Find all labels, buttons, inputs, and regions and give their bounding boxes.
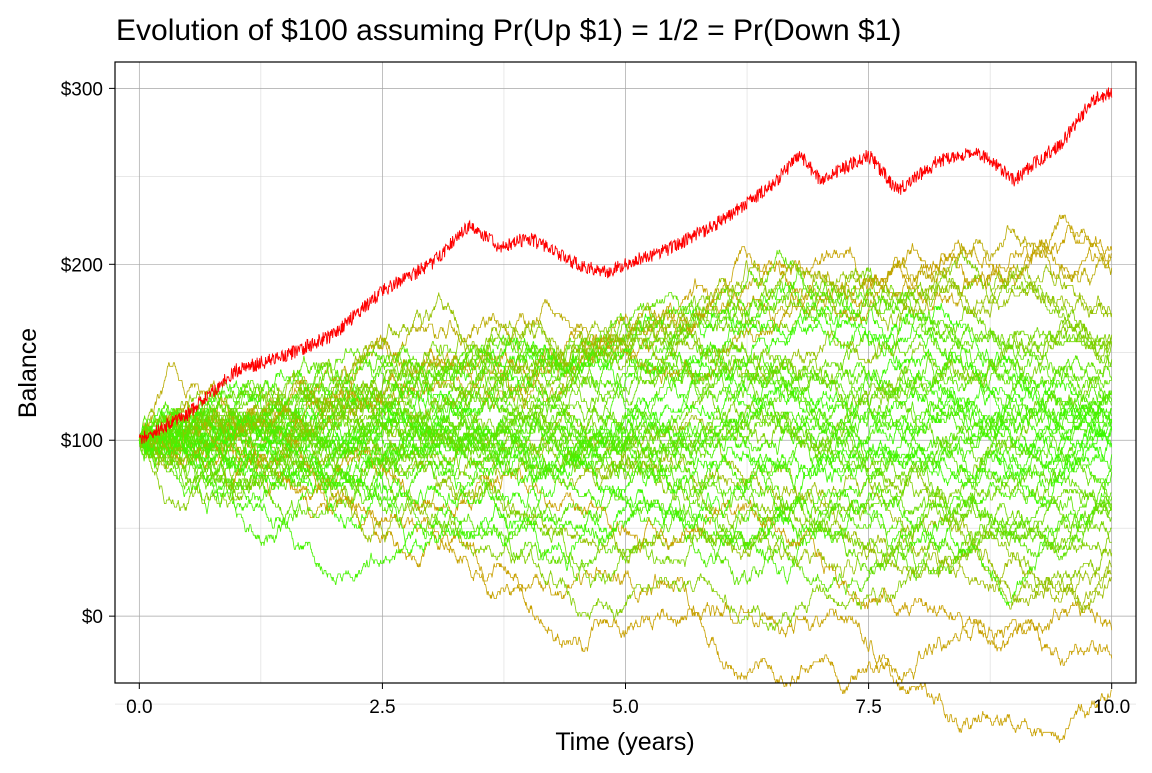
series-line (138, 383, 1112, 571)
series-line (138, 418, 1113, 497)
series-line (138, 401, 1112, 540)
series-line (138, 214, 1112, 445)
series-line (138, 317, 1113, 529)
series-line (139, 401, 1113, 508)
series-line (138, 355, 1113, 515)
y-axis-label: Balance (14, 328, 42, 418)
series-line (139, 344, 1112, 444)
y-tick-label: $300 (61, 79, 103, 100)
x-tick-label: 5.0 (612, 697, 638, 718)
x-tick-label: 2.5 (369, 697, 395, 718)
x-tick-label: 10.0 (1093, 697, 1130, 718)
series-line (138, 404, 1113, 508)
chart-title: Evolution of $100 assuming Pr(Up $1) = 1… (116, 14, 901, 47)
series-line (139, 341, 1113, 505)
series-line (139, 249, 1113, 448)
series-line (139, 260, 1113, 459)
y-tick-label: $200 (61, 255, 103, 276)
y-tick-label: $0 (82, 607, 103, 628)
series-line (138, 394, 1112, 575)
series-paths (138, 87, 1113, 743)
series-line (138, 225, 1113, 448)
series-line (139, 394, 1112, 476)
series-line (139, 397, 1113, 480)
series-line (139, 432, 1112, 743)
y-axis: $0 $100 $200 $300 (61, 79, 115, 628)
x-axis: 0.0 2.5 5.0 7.5 10.0 (126, 683, 1130, 718)
x-tick-label: 7.5 (855, 697, 881, 718)
series-line (139, 264, 1112, 469)
series-line (139, 436, 1113, 606)
series-line (138, 376, 1112, 536)
series-line (139, 408, 1112, 613)
series-line (139, 404, 1112, 568)
series-line (138, 401, 1113, 589)
x-axis-label: Time (years) (555, 728, 694, 756)
series-line (138, 401, 1113, 666)
series-line (139, 323, 1112, 451)
series-line (139, 320, 1113, 512)
x-tick-label: 0.0 (126, 697, 152, 718)
series-line (138, 369, 1112, 487)
highlight-series-line (138, 87, 1113, 445)
y-tick-label: $100 (61, 431, 103, 452)
